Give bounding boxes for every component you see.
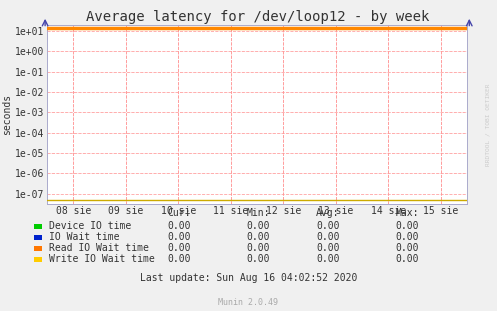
Text: 0.00: 0.00	[396, 232, 419, 242]
Text: Cur:: Cur:	[167, 208, 191, 218]
Text: 0.00: 0.00	[247, 243, 270, 253]
Title: Average latency for /dev/loop12 - by week: Average latency for /dev/loop12 - by wee…	[85, 10, 429, 24]
Text: 0.00: 0.00	[247, 254, 270, 264]
Text: 0.00: 0.00	[167, 221, 191, 231]
Text: 0.00: 0.00	[167, 254, 191, 264]
Text: 0.00: 0.00	[316, 221, 340, 231]
Text: 0.00: 0.00	[167, 232, 191, 242]
Text: Munin 2.0.49: Munin 2.0.49	[219, 298, 278, 307]
Text: IO Wait time: IO Wait time	[49, 232, 119, 242]
Text: Max:: Max:	[396, 208, 419, 218]
Text: Avg:: Avg:	[316, 208, 340, 218]
Text: Read IO Wait time: Read IO Wait time	[49, 243, 149, 253]
Text: 0.00: 0.00	[247, 232, 270, 242]
Text: Device IO time: Device IO time	[49, 221, 131, 231]
Text: Write IO Wait time: Write IO Wait time	[49, 254, 155, 264]
Text: 0.00: 0.00	[316, 254, 340, 264]
Text: 0.00: 0.00	[247, 221, 270, 231]
Text: 0.00: 0.00	[396, 221, 419, 231]
Text: RRDTOOL / TOBI OETIKER: RRDTOOL / TOBI OETIKER	[486, 83, 491, 166]
Text: 0.00: 0.00	[396, 254, 419, 264]
Text: Min:: Min:	[247, 208, 270, 218]
Text: 0.00: 0.00	[316, 232, 340, 242]
Text: Last update: Sun Aug 16 04:02:52 2020: Last update: Sun Aug 16 04:02:52 2020	[140, 273, 357, 283]
Text: 0.00: 0.00	[396, 243, 419, 253]
Y-axis label: seconds: seconds	[2, 94, 12, 135]
Text: 0.00: 0.00	[167, 243, 191, 253]
Text: 0.00: 0.00	[316, 243, 340, 253]
